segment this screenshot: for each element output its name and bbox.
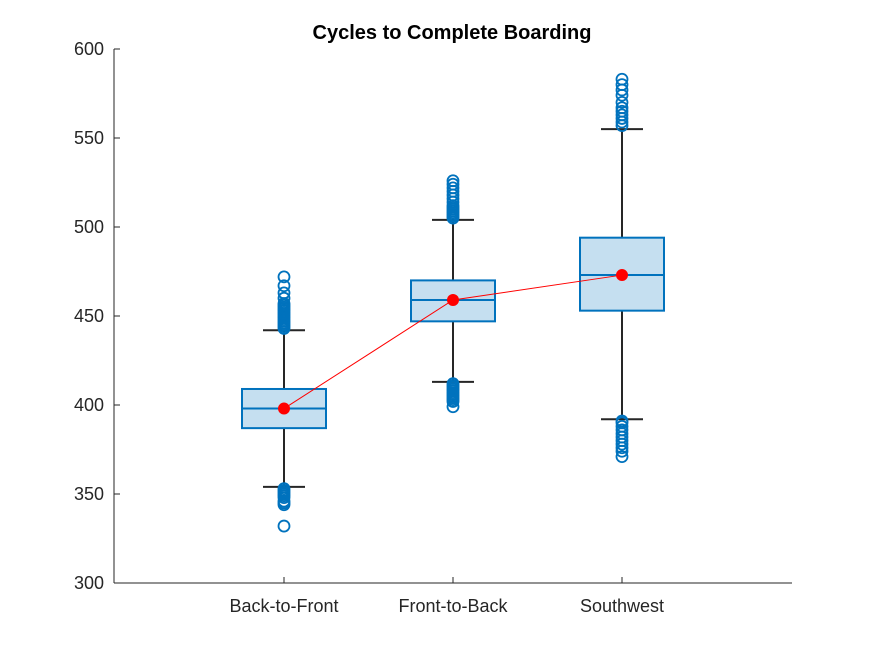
outlier-point [277,291,291,305]
outlier-point [277,279,291,293]
outlier-point [615,72,629,86]
y-tick-label: 500 [74,217,104,237]
x-tick-label: Front-to-Back [398,596,508,616]
outlier-point [615,108,629,122]
outlier-point [615,450,629,464]
box-group [579,72,665,464]
outlier-point [615,101,629,115]
mean-layer [278,269,628,415]
outlier-point [446,177,460,191]
y-tick-label: 550 [74,128,104,148]
y-tick-label: 600 [74,39,104,59]
outlier-point [277,270,291,284]
outlier-point [446,181,460,195]
mean-marker [447,293,459,306]
mean-marker [278,402,290,415]
mean-marker [616,269,628,282]
outlier-point [615,414,629,428]
outlier-point [615,78,629,91]
x-tick-label: Southwest [580,596,664,616]
x-ticks: Back-to-Front Front-to-Back Southwest [229,577,664,616]
x-tick-label: Back-to-Front [229,596,338,616]
outlier-point [277,286,291,300]
outlier-point [277,519,291,533]
outlier-point [446,377,460,391]
chart-title: Cycles to Complete Boarding [313,22,592,44]
y-tick-label: 300 [74,573,104,593]
outlier-point [615,419,629,433]
box-group [241,270,327,533]
outlier-point [615,104,629,118]
box-group [410,174,496,414]
outlier-point [615,96,629,109]
y-tick-label: 400 [74,395,104,415]
outlier-point [615,423,629,437]
outlier-point [277,482,291,496]
y-ticks: 300 350 400 450 500 550 600 [74,39,120,593]
outlier-point [446,174,460,188]
y-tick-label: 350 [74,484,104,504]
y-tick-label: 450 [74,306,104,326]
